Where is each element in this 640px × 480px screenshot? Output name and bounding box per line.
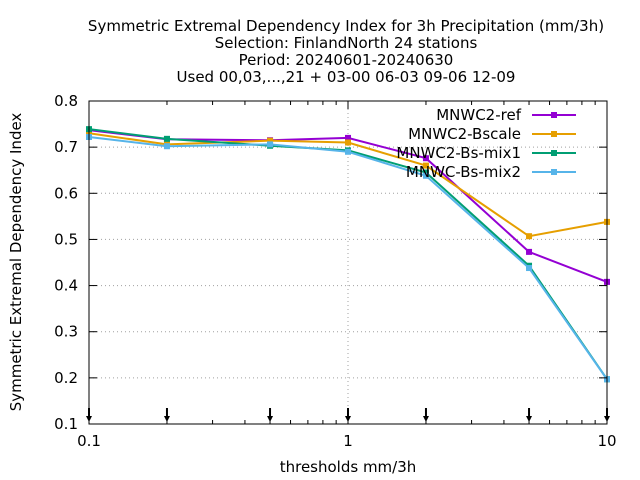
legend-marker [551,112,557,118]
y-tick-label: 0.6 [54,184,78,202]
data-point [267,137,274,144]
y-axis-label: Symmetric Extremal Dependency Index [7,113,25,412]
data-point [526,265,533,272]
legend-marker [551,169,557,175]
x-tick-label: 0.1 [77,432,101,450]
data-point [163,135,170,142]
data-point [526,233,533,240]
y-tick-label: 0.3 [54,323,78,341]
threshold-marker-head [526,416,533,422]
axis-ticks: 0.1 0.2 0.3 0.4 0.5 0.6 0.7 0.8 0.1 1 10 [54,92,616,450]
title-line-2: Selection: FinlandNorth 24 stations [215,34,478,52]
series-layer [86,126,610,383]
data-point [422,162,429,169]
data-point [422,155,429,162]
legend-marker [551,150,557,156]
title-line-1: Symmetric Extremal Dependency Index for … [88,17,604,35]
title-line-4: Used 00,03,...,21 + 03-00 06-03 09-06 12… [177,68,516,86]
data-point [526,248,533,255]
data-point [422,172,429,179]
legend-label: MNWC2-ref [436,106,521,124]
title-line-3: Period: 20240601-20240630 [239,51,454,69]
y-tick-label: 0.1 [54,415,78,433]
y-tick-label: 0.8 [54,92,78,110]
chart-title: Symmetric Extremal Dependency Index for … [88,17,604,86]
y-tick-label: 0.2 [54,369,78,387]
legend-marker [551,131,557,137]
legend: MNWC2-refMNWC2-BscaleMNWC2-Bs-mix1MNWC-B… [396,106,576,181]
data-point [163,143,170,150]
legend-label: MNWC2-Bs-mix1 [396,144,521,162]
x-axis-label: thresholds mm/3h [280,458,417,476]
data-point [345,148,351,155]
data-point [345,139,351,146]
threshold-marker-head [267,416,274,422]
x-tick-label: 1 [343,432,353,450]
data-point [267,141,274,148]
data-point [422,169,429,176]
threshold-marker-head [422,416,429,422]
data-point [345,134,351,141]
x-tick-label: 10 [597,432,616,450]
legend-label: MNWC-Bs-mix2 [406,163,521,181]
y-tick-label: 0.7 [54,138,78,156]
threshold-marker-head [163,416,170,422]
y-tick-label: 0.4 [54,277,78,295]
y-tick-label: 0.5 [54,230,78,248]
legend-label: MNWC2-Bscale [408,125,521,143]
